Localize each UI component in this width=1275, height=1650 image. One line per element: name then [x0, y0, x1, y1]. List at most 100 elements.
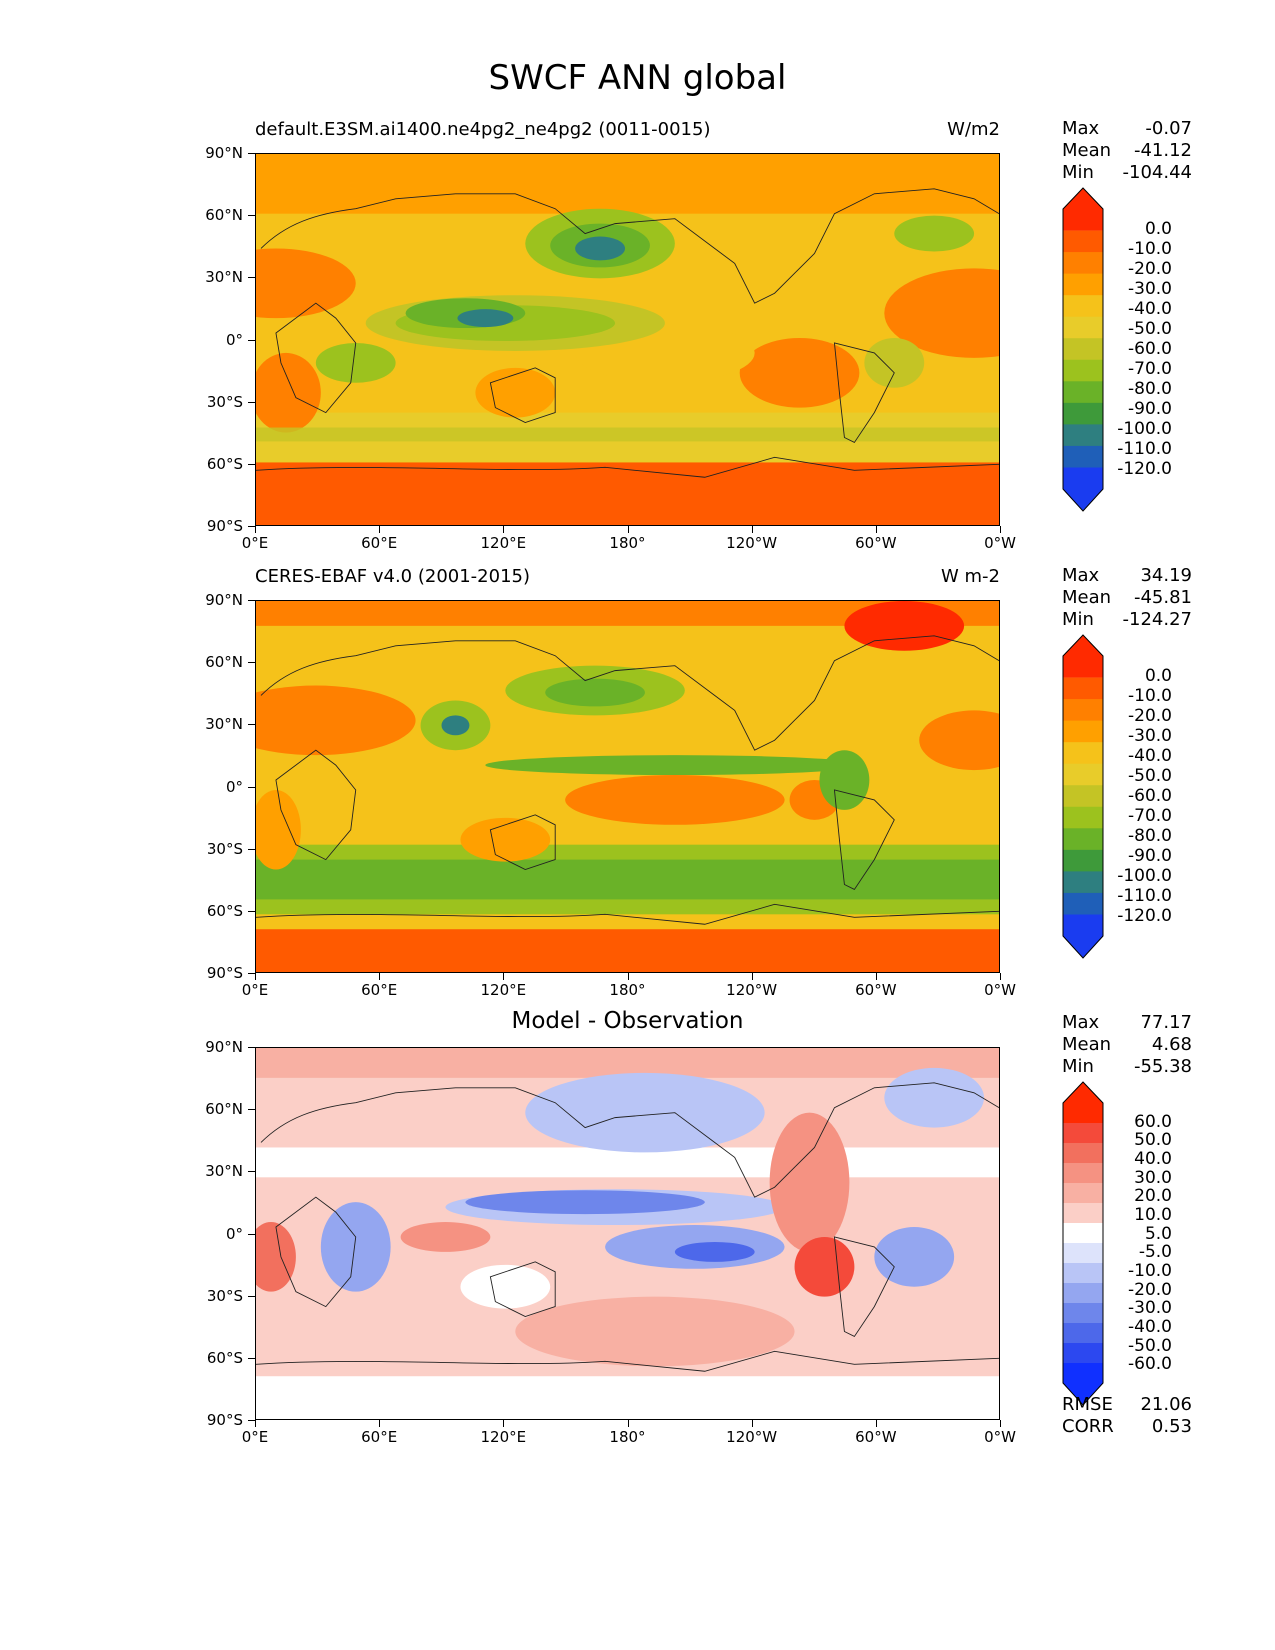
map-model	[255, 153, 1000, 526]
lon-tick-label: 120°E	[463, 526, 543, 552]
lat-tick-label: 30°S	[183, 1287, 255, 1305]
panel-units: W m-2	[940, 566, 1000, 587]
lon-tick-label: 0°E	[215, 1420, 295, 1446]
lat-tick-label: 90°N	[183, 591, 255, 609]
colorbar-label: -20.0	[1128, 706, 1172, 726]
colorbar-swatch	[1063, 1263, 1103, 1284]
lat-tick-label: 0°	[183, 1225, 255, 1243]
colorbar-swatch	[1063, 1363, 1103, 1405]
stat-row-min: Min -104.44	[1062, 162, 1192, 184]
colorbar-label: 60.0	[1134, 1111, 1172, 1132]
colorbar-swatch	[1063, 230, 1103, 253]
colorbar-label: -70.0	[1128, 359, 1172, 379]
colorbar-label: -100.0	[1117, 419, 1172, 439]
colorbar-outline	[1062, 634, 1104, 959]
colorbar-label: 5.0	[1144, 1223, 1172, 1244]
coastlines	[256, 1082, 999, 1372]
colorbar-swatch	[1063, 359, 1103, 382]
colorbar-swatch	[1063, 1243, 1103, 1264]
colorbar-swatch	[1063, 1082, 1103, 1123]
colorbar-label: -110.0	[1117, 439, 1172, 459]
colorbar-label: 30.0	[1134, 1167, 1172, 1188]
lat-tick-label: 60°S	[183, 455, 255, 473]
colorbar-swatch	[1063, 1183, 1103, 1204]
lon-tick-label: 60°E	[339, 526, 419, 552]
colorbar-outline	[1062, 1081, 1104, 1406]
colorbar-swatch	[1063, 1303, 1103, 1324]
colorbar-swatch	[1063, 424, 1103, 447]
colorbar-label: -70.0	[1128, 806, 1172, 826]
colorbar: 0.0 -10.0 -20.0 -30.0 -40.0 -50.0 -60.0 -70.0 -8…	[1062, 634, 1182, 959]
colorbar-label: -50.0	[1128, 1335, 1172, 1356]
colorbar-label: -5.0	[1138, 1242, 1172, 1263]
metric-value-corr: 0.53	[1151, 1416, 1192, 1437]
stat-label-mean: Mean	[1062, 140, 1112, 161]
lat-tick-label: 0°	[183, 778, 255, 796]
lat-tick-label: 90°S	[183, 517, 255, 535]
colorbar-label: -30.0	[1128, 1298, 1172, 1319]
colorbar-label: -40.0	[1128, 746, 1172, 766]
lon-tick-label: 120°W	[712, 973, 792, 999]
colorbar-label: -10.0	[1128, 686, 1172, 706]
colorbar-swatch	[1063, 763, 1103, 786]
field-diff	[256, 1048, 999, 1419]
lon-tick-label: 120°E	[463, 973, 543, 999]
map-obs	[255, 600, 1000, 973]
colorbar-swatch	[1063, 295, 1103, 318]
colorbar-label: -30.0	[1128, 726, 1172, 746]
stat-row-min: Min -124.27	[1062, 609, 1192, 631]
stat-row-mean: Mean 4.68	[1062, 1034, 1192, 1056]
lat-tick-label: 90°S	[183, 1411, 255, 1429]
stat-value-min: -104.44	[1122, 162, 1192, 183]
stat-value-mean: -41.12	[1133, 140, 1192, 161]
stat-value-mean: -45.81	[1133, 587, 1192, 608]
colorbar-label: -80.0	[1128, 826, 1172, 846]
colorbar-swatch	[1063, 806, 1103, 829]
metric-label-corr: CORR	[1062, 1416, 1114, 1437]
lon-tick-label: 0°E	[215, 526, 295, 552]
lat-tick-label: 60°N	[183, 206, 255, 224]
stat-value-mean: 4.68	[1151, 1034, 1192, 1055]
stat-value-max: 34.19	[1140, 565, 1192, 586]
colorbar-swatch	[1063, 1123, 1103, 1144]
colorbar-label: 50.0	[1134, 1130, 1172, 1151]
colorbar-label: -90.0	[1128, 846, 1172, 866]
lat-tick-label: 90°N	[183, 144, 255, 162]
colorbar-swatch	[1063, 849, 1103, 872]
colorbar-swatch	[1063, 892, 1103, 915]
stat-row-max: Max -0.07	[1062, 118, 1192, 140]
lat-tick-label: 90°S	[183, 964, 255, 982]
metric-value-rmse: 21.06	[1140, 1394, 1192, 1415]
colorbar-label: -40.0	[1128, 1317, 1172, 1337]
colorbar-label: -80.0	[1128, 379, 1172, 399]
lon-tick-label: 180°	[588, 526, 668, 552]
colorbar-swatch	[1063, 785, 1103, 808]
stat-label-min: Min	[1062, 609, 1094, 630]
colorbar-label: -30.0	[1128, 279, 1172, 299]
lon-tick-label: 0°W	[960, 973, 1040, 999]
colorbar-swatch	[1063, 699, 1103, 722]
lon-tick-label: 180°	[588, 1420, 668, 1446]
lat-tick-label: 60°S	[183, 1349, 255, 1367]
stat-row-min: Min -55.38	[1062, 1056, 1192, 1078]
panel-diff: Model - Observation	[0, 1006, 1275, 1466]
stat-label-min: Min	[1062, 162, 1094, 183]
colorbar-swatch	[1063, 467, 1103, 511]
colorbar-swatch	[1063, 273, 1103, 296]
lon-tick-label: 60°W	[836, 973, 916, 999]
colorbar-label: -40.0	[1128, 299, 1172, 319]
colorbar-swatch	[1063, 1283, 1103, 1304]
colorbar-swatch	[1063, 402, 1103, 425]
stat-label-mean: Mean	[1062, 587, 1112, 608]
stat-row-max: Max 77.17	[1062, 1012, 1192, 1034]
stat-value-max: -0.07	[1145, 118, 1192, 139]
panel-title-left: default.E3SM.ai1400.ne4pg2_ne4pg2 (0011-…	[255, 119, 711, 140]
lon-tick-label: 120°W	[712, 1420, 792, 1446]
colorbar-label: -60.0	[1128, 786, 1172, 806]
colorbar-outline	[1062, 187, 1104, 512]
field-model	[256, 154, 999, 525]
lon-tick-label: 120°E	[463, 1420, 543, 1446]
stat-label-max: Max	[1062, 118, 1100, 139]
metric-row-rmse: RMSE 21.06	[1062, 1394, 1192, 1416]
stats-box: Max 34.19 Mean -45.81 Min -124.27	[1062, 565, 1192, 631]
